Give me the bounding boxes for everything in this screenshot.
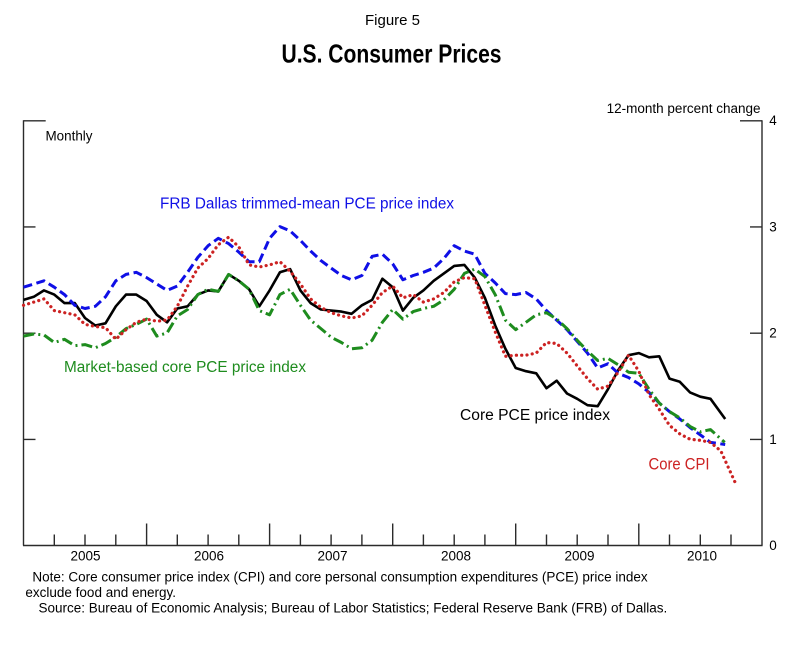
- svg-text:2005: 2005: [70, 548, 100, 563]
- svg-text:Note: Core consumer price inde: Note: Core consumer price index (CPI) an…: [32, 570, 648, 585]
- svg-text:2008: 2008: [441, 548, 471, 563]
- svg-text:FRB Dallas trimmed-mean PCE pr: FRB Dallas trimmed-mean PCE price index: [160, 196, 454, 213]
- svg-text:2010: 2010: [687, 548, 717, 563]
- svg-text:exclude food and energy.: exclude food and energy.: [25, 585, 176, 600]
- svg-text:2: 2: [769, 326, 777, 341]
- svg-text:Figure 5: Figure 5: [365, 12, 420, 29]
- svg-text:Market-based core PCE price in: Market-based core PCE price index: [64, 359, 306, 376]
- svg-text:0: 0: [769, 538, 777, 553]
- svg-text:12-month percent change: 12-month percent change: [607, 101, 761, 116]
- svg-text:Monthly: Monthly: [46, 128, 93, 144]
- svg-text:Core CPI: Core CPI: [649, 456, 710, 474]
- svg-text:2007: 2007: [317, 548, 347, 563]
- svg-text:U.S. Consumer Prices: U.S. Consumer Prices: [282, 39, 502, 69]
- svg-text:2009: 2009: [564, 548, 594, 563]
- svg-text:2006: 2006: [194, 548, 224, 563]
- svg-text:1: 1: [769, 432, 777, 447]
- svg-text:Core PCE price index: Core PCE price index: [460, 407, 610, 424]
- svg-text:Source: Bureau of Economic Ana: Source: Bureau of Economic Analysis; Bur…: [39, 601, 668, 616]
- svg-text:3: 3: [769, 219, 777, 234]
- svg-text:4: 4: [769, 113, 777, 128]
